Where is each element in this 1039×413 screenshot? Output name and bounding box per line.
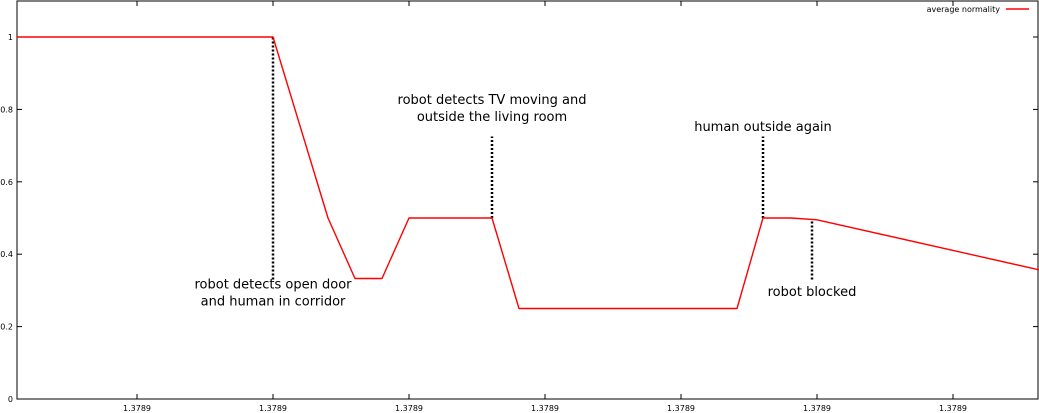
annotation-text: robot blocked	[768, 285, 857, 300]
series-line	[17, 36, 1039, 310]
y-tick-label: 0.4	[0, 250, 13, 259]
x-tick-label: 1.3789	[259, 404, 287, 413]
series	[17, 36, 1039, 310]
y-tick-label: 1	[8, 33, 13, 42]
annotations: robot detects open door and human in corr…	[194, 37, 856, 310]
x-tick-label: 1.3789	[531, 404, 559, 413]
x-tick-label: 1.3789	[123, 404, 151, 413]
y-tick-label: 0.6	[0, 178, 13, 187]
x-tick-label: 1.3789	[667, 404, 695, 413]
y-tick-label: 0.2	[0, 323, 13, 332]
annotation-text: outside the living room	[417, 110, 567, 125]
legend-label: average normality	[927, 5, 1001, 14]
annotation-text: and human in corridor	[201, 295, 346, 310]
plot-frame	[16, 0, 1039, 400]
x-tick-label: 1.3789	[395, 404, 423, 413]
annotation-text: human outside again	[694, 120, 832, 135]
legend: average normality	[927, 5, 1029, 14]
y-tick-label: 0	[8, 395, 13, 404]
y-tick-label: 0.8	[0, 105, 13, 114]
x-tick-label: 1.3789	[939, 404, 967, 413]
x-tick-label: 1.3789	[803, 404, 831, 413]
annotation-text: robot detects open door	[194, 278, 352, 293]
annotation-text: robot detects TV moving and	[398, 93, 587, 108]
